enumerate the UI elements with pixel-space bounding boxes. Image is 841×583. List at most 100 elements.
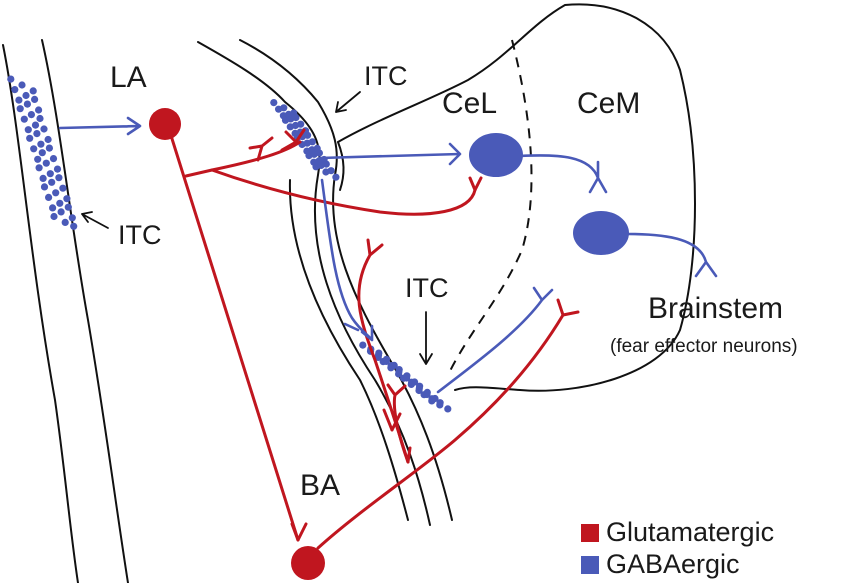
ba-main-axon [316, 313, 565, 550]
top-itc-cell [308, 138, 316, 146]
left-itc-cell [40, 183, 49, 191]
left-itc-cell [45, 144, 54, 152]
mid-itc-cell [395, 366, 403, 374]
label-brainstem: Brainstem [648, 292, 783, 325]
left-itc-cell [57, 208, 65, 216]
top-itc-cell [304, 131, 312, 139]
la-collateral [184, 140, 302, 178]
left-itc-cell [33, 130, 41, 138]
mid-itc-cell [436, 399, 444, 407]
left-itc-cell [18, 81, 26, 89]
itc-top-arrow [335, 91, 361, 113]
left-itc-cell [27, 111, 35, 119]
la-to-cel-terminal [468, 176, 483, 192]
mid-itc-cell [403, 372, 411, 380]
left-itc-band-inner [41, 39, 129, 583]
left-itc-cell [16, 105, 24, 113]
label-cem: CeM [577, 87, 640, 120]
left-itc-cell [55, 174, 63, 182]
left-itc-cell [35, 106, 43, 114]
left-itc-cell [34, 155, 42, 163]
top-itc-to-cel [318, 142, 462, 166]
mid-itc-cell [375, 349, 383, 357]
left-itc-cell [39, 174, 47, 182]
capsule-line-1 [197, 41, 431, 526]
left-itc-cell [26, 134, 34, 142]
left-itc-cell [35, 164, 43, 172]
itc-mid-arrow [419, 311, 433, 365]
left-itc-cell [42, 159, 50, 167]
left-itc-cell [52, 189, 60, 197]
left-itc-cell [36, 114, 44, 123]
mid-itc-cell [411, 378, 419, 386]
label-itc-left: ITC [118, 220, 162, 250]
left-itc-cell [45, 193, 53, 201]
label-itc-top: ITC [364, 61, 408, 91]
left-itc-cell [40, 125, 48, 133]
left-itc-cell [68, 214, 76, 222]
label-itc-mid: ITC [405, 273, 449, 303]
anatomy-outlines [2, 3, 696, 583]
left-itc-cell [44, 135, 52, 144]
gabaergic-projections [58, 116, 718, 394]
ba-branch-forks [382, 408, 412, 464]
top-itc-cell [297, 120, 305, 128]
top-itc-cell [270, 99, 278, 107]
top-itc-cell [332, 173, 340, 181]
ba-to-cel-branch [357, 238, 410, 464]
left-itc-cell [7, 75, 15, 83]
top-itc-cell [292, 114, 300, 122]
label-cel: CeL [442, 87, 497, 120]
left-itc-cell [61, 218, 69, 226]
left-itc-cell [53, 165, 62, 173]
left-itc-cell [49, 155, 58, 163]
central-nucleus-outline [337, 3, 696, 392]
left-itc-cell [37, 140, 45, 148]
left-itc-to-la [58, 116, 142, 136]
cel-neuron [469, 133, 523, 177]
legend-swatch-gabaergic [581, 556, 599, 574]
itc-clusters [7, 75, 452, 413]
label-ba: BA [300, 469, 340, 502]
left-itc-cell [11, 86, 19, 94]
label-la: LA [110, 61, 147, 94]
la-to-ba-axon [166, 124, 300, 542]
left-itc-cell [59, 184, 67, 192]
ba-neuron [291, 546, 325, 580]
capsule-line-3 [288, 179, 409, 521]
pointer-arrows [81, 91, 433, 365]
left-itc-cell [20, 115, 28, 123]
top-itc-cell [280, 104, 288, 112]
cem-neuron [573, 211, 629, 255]
cell-bodies [149, 108, 629, 580]
left-itc-cell [15, 96, 23, 104]
left-itc-cell [49, 204, 57, 212]
glutamatergic-projections [166, 124, 580, 550]
itc-left-arrow [81, 211, 109, 229]
left-itc-cell [31, 121, 40, 129]
left-itc-cell [46, 170, 54, 178]
left-itc-band-outer [2, 44, 79, 583]
mid-itc-cell [416, 382, 424, 390]
capsule-inner-lower [337, 141, 345, 191]
mid-itc-cell [382, 355, 391, 363]
cel-cem-boundary [447, 39, 533, 376]
label-brainstem-sub: (fear effector neurons) [610, 336, 798, 357]
mid-itc-cell [359, 341, 367, 349]
top-itc-cell [315, 149, 323, 157]
left-itc-cell [23, 100, 31, 108]
top-itc-cell [327, 167, 335, 175]
itc-descending-axon [320, 178, 374, 342]
left-itc-cell [48, 178, 56, 186]
top-itc-cell [322, 160, 330, 168]
left-itc-cell [30, 145, 38, 153]
left-itc-cell [50, 212, 58, 221]
left-itc-cell [24, 126, 32, 134]
legend-label-glutamatergic: Glutamatergic [606, 517, 774, 547]
legend: Glutamatergic GABAergic [581, 517, 774, 579]
left-itc-cell [30, 95, 39, 103]
mid-itc-cell [444, 405, 452, 413]
mid-itc-to-cem [436, 286, 554, 394]
left-itc-cell [70, 222, 78, 230]
